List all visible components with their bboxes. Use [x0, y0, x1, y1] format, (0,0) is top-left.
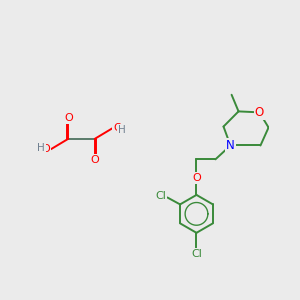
Text: O: O — [192, 173, 201, 183]
Text: O: O — [64, 113, 73, 123]
Text: O: O — [91, 154, 99, 165]
Text: H: H — [38, 143, 45, 153]
Text: Cl: Cl — [191, 249, 202, 259]
Text: O: O — [113, 123, 122, 134]
Text: O: O — [41, 144, 50, 154]
Text: N: N — [226, 139, 235, 152]
Text: O: O — [255, 106, 264, 119]
Text: Cl: Cl — [155, 191, 166, 201]
Text: H: H — [118, 124, 126, 135]
